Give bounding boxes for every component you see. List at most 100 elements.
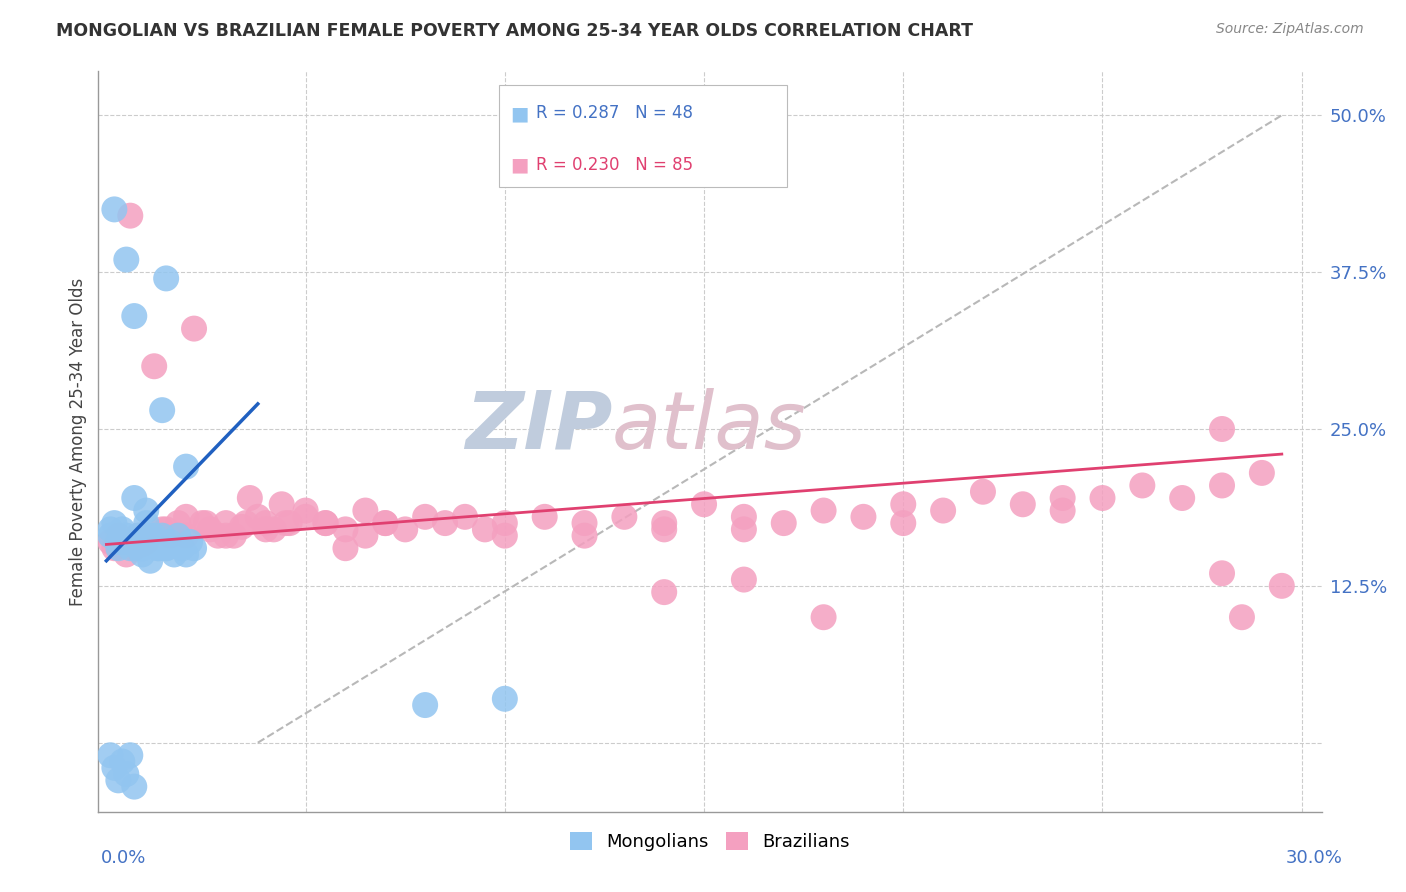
- Point: [274, 516, 297, 530]
- Point: [335, 541, 357, 556]
- Point: [1271, 579, 1294, 593]
- Point: [115, 529, 138, 543]
- Point: [150, 522, 173, 536]
- Point: [115, 535, 138, 549]
- Text: ■: ■: [510, 155, 529, 174]
- Point: [155, 522, 177, 536]
- Legend: Mongolians, Brazilians: Mongolians, Brazilians: [562, 824, 858, 858]
- Point: [772, 516, 794, 530]
- Point: [270, 497, 292, 511]
- Point: [354, 529, 377, 543]
- Point: [124, 780, 146, 794]
- Point: [315, 516, 337, 530]
- Point: [155, 541, 177, 556]
- Point: [120, 541, 142, 556]
- Point: [167, 529, 190, 543]
- Point: [135, 529, 157, 543]
- Point: [263, 522, 285, 536]
- Point: [124, 491, 146, 505]
- Point: [159, 529, 181, 543]
- Point: [215, 516, 238, 530]
- Point: [143, 529, 166, 543]
- Point: [1250, 466, 1272, 480]
- Point: [150, 403, 173, 417]
- Point: [139, 554, 162, 568]
- Point: [374, 516, 396, 530]
- Point: [120, 535, 142, 549]
- Point: [813, 610, 835, 624]
- Point: [278, 516, 301, 530]
- Point: [198, 522, 221, 536]
- Point: [150, 529, 173, 543]
- Point: [174, 459, 197, 474]
- Point: [124, 309, 146, 323]
- Point: [174, 548, 197, 562]
- Point: [131, 548, 153, 562]
- Text: ■: ■: [510, 104, 529, 123]
- Point: [335, 522, 357, 536]
- Point: [693, 497, 716, 511]
- Point: [231, 520, 253, 534]
- Point: [111, 755, 134, 769]
- Point: [239, 491, 262, 505]
- Point: [103, 202, 125, 217]
- Point: [111, 535, 134, 549]
- Point: [215, 529, 238, 543]
- Point: [374, 516, 396, 530]
- Point: [294, 503, 316, 517]
- Point: [454, 509, 477, 524]
- Point: [131, 541, 153, 556]
- Point: [246, 509, 269, 524]
- Point: [127, 541, 149, 556]
- Point: [100, 748, 122, 763]
- Point: [394, 522, 416, 536]
- Point: [143, 535, 166, 549]
- Point: [1171, 491, 1194, 505]
- Point: [135, 516, 157, 530]
- Point: [1211, 566, 1233, 581]
- Point: [494, 529, 516, 543]
- Point: [100, 522, 122, 536]
- Point: [733, 509, 755, 524]
- Point: [111, 537, 134, 551]
- Point: [183, 541, 205, 556]
- Point: [107, 773, 129, 788]
- Point: [474, 522, 496, 536]
- Point: [494, 516, 516, 530]
- Text: 0.0%: 0.0%: [101, 849, 146, 867]
- Point: [183, 321, 205, 335]
- Point: [733, 522, 755, 536]
- Point: [107, 529, 129, 543]
- Point: [1052, 491, 1074, 505]
- Point: [155, 541, 177, 556]
- Point: [1130, 478, 1153, 492]
- Point: [574, 529, 596, 543]
- Point: [115, 548, 138, 562]
- Point: [254, 516, 277, 530]
- Text: MONGOLIAN VS BRAZILIAN FEMALE POVERTY AMONG 25-34 YEAR OLDS CORRELATION CHART: MONGOLIAN VS BRAZILIAN FEMALE POVERTY AM…: [56, 22, 973, 40]
- Point: [139, 529, 162, 543]
- Point: [103, 761, 125, 775]
- Text: R = 0.287   N = 48: R = 0.287 N = 48: [536, 104, 693, 122]
- Point: [652, 522, 675, 536]
- Point: [1230, 610, 1253, 624]
- Point: [103, 516, 125, 530]
- Point: [127, 529, 149, 543]
- Point: [222, 529, 245, 543]
- Point: [652, 516, 675, 530]
- Point: [124, 541, 146, 556]
- Point: [120, 209, 142, 223]
- Point: [115, 252, 138, 267]
- Point: [103, 541, 125, 556]
- Point: [1211, 422, 1233, 436]
- Point: [111, 522, 134, 536]
- Point: [107, 541, 129, 556]
- Point: [652, 585, 675, 599]
- Point: [191, 516, 214, 530]
- Point: [159, 535, 181, 549]
- Point: [434, 516, 457, 530]
- Point: [174, 509, 197, 524]
- Point: [891, 516, 914, 530]
- Point: [294, 509, 316, 524]
- Point: [107, 535, 129, 549]
